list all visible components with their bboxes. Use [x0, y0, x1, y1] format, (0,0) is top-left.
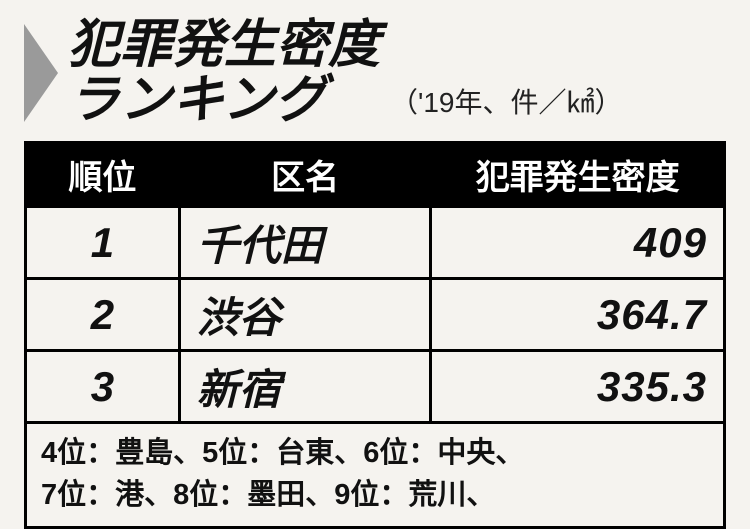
table-row: 3 新宿 335.3	[26, 351, 725, 423]
cell-value: 335.3	[431, 351, 725, 423]
title-block: 犯罪発生密度 ランキング （'19年、件／㎢）	[24, 18, 726, 127]
table-row: 2 渋谷 364.7	[26, 279, 725, 351]
title-subtitle: （'19年、件／㎢）	[390, 81, 623, 121]
table-row: 1 千代田 409	[26, 207, 725, 279]
cell-rank: 2	[26, 279, 180, 351]
col-header-value: 犯罪発生密度	[431, 143, 725, 207]
table-header-row: 順位 区名 犯罪発生密度	[26, 143, 725, 207]
col-header-rank: 順位	[26, 143, 180, 207]
cell-name: 千代田	[179, 207, 431, 279]
footer-line-1: 4位：豊島、5位：台東、6位：中央、	[41, 432, 709, 474]
cell-name: 新宿	[179, 351, 431, 423]
cell-value: 409	[431, 207, 725, 279]
ranking-table: 順位 区名 犯罪発生密度 1 千代田 409 2 渋谷 364.7 3 新宿 3…	[24, 141, 726, 424]
cell-value: 364.7	[431, 279, 725, 351]
title-line-2: ランキング	[68, 73, 380, 128]
title-line-1: 犯罪発生密度	[68, 18, 380, 73]
col-header-name: 区名	[179, 143, 431, 207]
cell-rank: 1	[26, 207, 180, 279]
cell-name: 渋谷	[179, 279, 431, 351]
footer-line-2: 7位：港、8位：墨田、9位：荒川、	[41, 474, 709, 516]
right-triangle-icon	[24, 24, 58, 122]
cell-rank: 3	[26, 351, 180, 423]
footer-rankings: 4位：豊島、5位：台東、6位：中央、 7位：港、8位：墨田、9位：荒川、	[24, 424, 726, 529]
